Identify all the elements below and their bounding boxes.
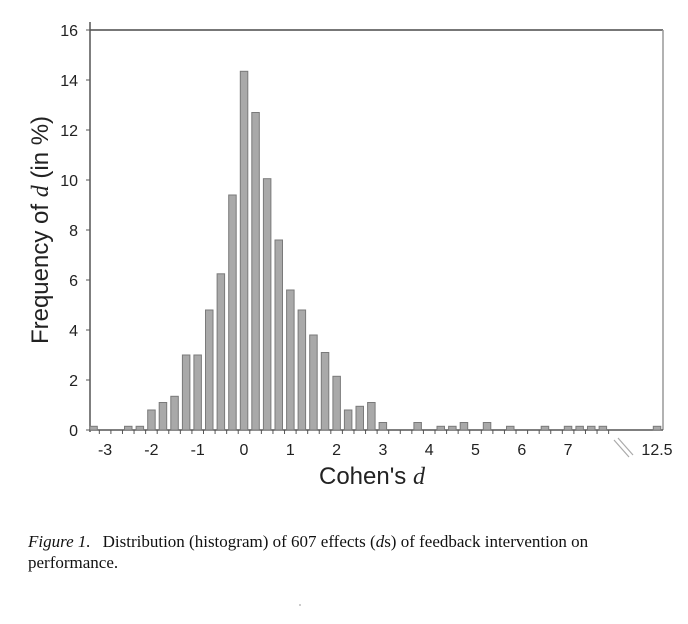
- x-tick-label: 3: [378, 442, 387, 459]
- histogram-bar: [413, 422, 422, 431]
- bars: [89, 70, 662, 431]
- x-tick-label: -1: [191, 442, 205, 459]
- axis-break-icon: [613, 437, 634, 458]
- y-tick-label: 4: [69, 323, 78, 340]
- caption-text-2: s) of feedback intervention on performan…: [28, 532, 589, 572]
- histogram-bar: [436, 425, 445, 431]
- x-tick-label: 6: [517, 442, 526, 459]
- y-tick-label: 14: [60, 73, 78, 90]
- x-tick-label: 12.5: [641, 442, 672, 459]
- histogram-bar: [124, 425, 133, 431]
- histogram-bar: [170, 395, 179, 431]
- histogram-bar: [563, 425, 573, 431]
- y-tick-label: 6: [69, 273, 78, 290]
- histogram-bar: [482, 422, 492, 431]
- figure-label: Figure 1.: [28, 532, 91, 551]
- x-tick-label: 5: [471, 442, 480, 459]
- x-tick-label: -2: [144, 442, 158, 459]
- y-axis-label: Frequency of d (in %): [27, 116, 54, 344]
- histogram-bar: [297, 309, 307, 431]
- histogram-bar: [262, 178, 272, 431]
- figure-caption: Figure 1. Distribution (histogram) of 607…: [28, 531, 668, 573]
- x-axis-label: Cohen's d: [319, 463, 426, 490]
- histogram-bar: [309, 334, 318, 431]
- histogram-bar: [459, 422, 469, 431]
- x-tick-label: 1: [286, 442, 295, 459]
- histogram-bar: [343, 409, 353, 431]
- histogram-bar: [193, 354, 202, 431]
- histogram-bar: [205, 309, 214, 431]
- y-tick-label: 10: [60, 173, 78, 190]
- histogram-bar: [181, 354, 191, 431]
- histogram-bar: [89, 425, 98, 431]
- histogram-bar: [147, 409, 156, 431]
- histogram-bar: [575, 425, 584, 431]
- x-tick-label: 7: [564, 442, 573, 459]
- caption-italic-d: d: [375, 532, 385, 551]
- histogram-bar: [135, 425, 145, 431]
- x-axis: -3 -2 -1 0 1 2 3 4 5 6 7 12.5: [98, 430, 673, 459]
- histogram-bar: [332, 375, 341, 431]
- y-tick-label: 8: [69, 223, 78, 240]
- y-axis: 0 2 4 6 8 10 12 14 16: [60, 23, 90, 440]
- histogram-bar: [251, 112, 260, 431]
- histogram-bar: [286, 289, 295, 431]
- histogram-bar: [158, 402, 168, 431]
- plot-frame: [89, 22, 664, 432]
- y-tick-label: 16: [60, 23, 78, 40]
- histogram-bar: [540, 425, 550, 431]
- scan-speck: [299, 604, 301, 606]
- histogram-bar: [506, 425, 515, 431]
- x-tick-label: 4: [425, 442, 434, 459]
- histogram-bar: [320, 352, 330, 431]
- histogram-bar: [355, 405, 364, 431]
- histogram-bar: [598, 425, 608, 431]
- histogram-bar: [587, 425, 596, 431]
- histogram-bar: [274, 239, 283, 431]
- histogram-bar: [378, 422, 388, 431]
- histogram-bar: [448, 425, 457, 431]
- x-tick-label: -3: [98, 442, 112, 459]
- x-tick-label: 2: [332, 442, 341, 459]
- histogram-bar: [652, 425, 662, 431]
- y-tick-label: 12: [60, 123, 78, 140]
- histogram-bar: [228, 194, 237, 431]
- y-tick-label: 0: [69, 423, 78, 440]
- x-tick-label: 0: [240, 442, 249, 459]
- histogram-bar: [367, 402, 376, 431]
- histogram-bar: [239, 70, 249, 431]
- y-tick-label: 2: [69, 373, 78, 390]
- caption-text-1: Distribution (histogram) of 607 effects …: [102, 532, 376, 551]
- histogram-bar: [216, 273, 226, 431]
